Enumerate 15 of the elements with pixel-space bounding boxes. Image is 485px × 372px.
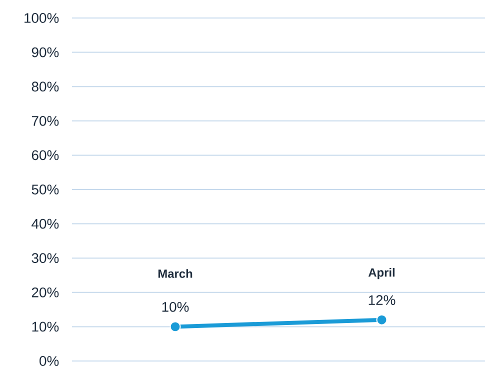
y-tick-label: 10%: [32, 322, 59, 332]
y-tick-label: 0%: [40, 356, 59, 366]
y-tick-label: 40%: [32, 218, 59, 229]
y-tick-label: 20%: [32, 287, 59, 298]
x-tick-label: March: [158, 269, 192, 278]
x-tick-label: April: [368, 268, 395, 280]
y-tick-label: 80%: [32, 82, 59, 92]
data-label: 10%: [162, 302, 189, 312]
y-tick-label: 70%: [32, 116, 59, 126]
y-tick-label: 60%: [32, 150, 59, 160]
y-tick-label: 90%: [32, 47, 59, 58]
y-tick-label: 30%: [32, 253, 59, 264]
data-label: 12%: [368, 295, 396, 305]
y-tick-label: 50%: [32, 184, 59, 194]
y-tick-label: 100%: [24, 13, 59, 23]
